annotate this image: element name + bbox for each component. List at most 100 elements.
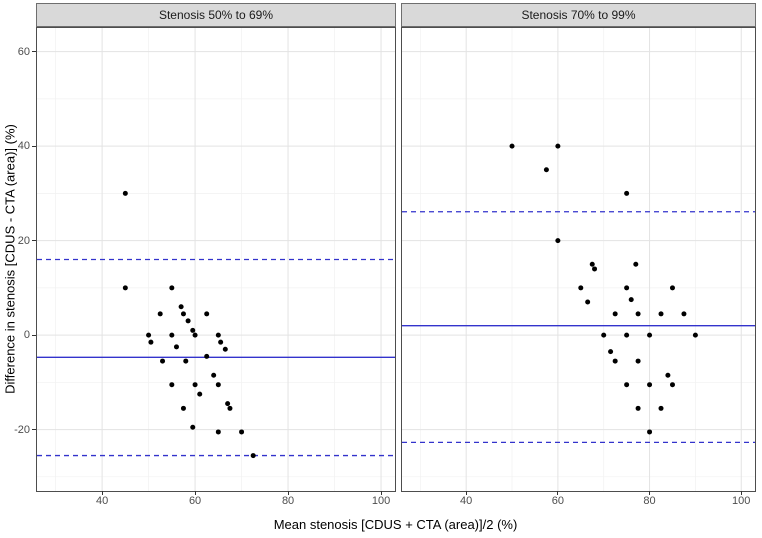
x-tick-mark	[101, 491, 103, 495]
y-tick-label: 40	[17, 140, 30, 153]
y-tick-mark	[32, 145, 36, 147]
x-tick-mark	[465, 491, 467, 495]
data-point	[192, 332, 198, 338]
data-point	[204, 353, 210, 359]
x-tick-mark	[557, 491, 559, 495]
data-point	[211, 372, 217, 378]
x-tick-label: 60	[551, 495, 564, 507]
data-point	[148, 339, 154, 345]
data-point	[578, 285, 584, 291]
data-point	[589, 261, 595, 267]
data-point	[197, 391, 203, 397]
x-tick-mark	[194, 491, 196, 495]
data-point	[157, 311, 163, 317]
data-point	[178, 304, 184, 310]
data-point	[190, 327, 196, 333]
data-point	[122, 190, 128, 196]
data-point	[222, 346, 228, 352]
y-tick-mark	[32, 334, 36, 336]
data-point	[635, 311, 641, 317]
x-tick-label: 40	[460, 495, 473, 507]
data-point	[227, 405, 233, 411]
data-point	[624, 332, 630, 338]
data-point	[658, 405, 664, 411]
facet-strip-70-99: Stenosis 70% to 99%	[401, 3, 756, 27]
x-tick-label: 40	[95, 495, 109, 507]
facet-title: Stenosis 70% to 99%	[521, 8, 636, 22]
data-point	[160, 358, 166, 364]
data-point	[146, 332, 152, 338]
x-tick-label: 60	[188, 495, 202, 507]
data-point	[624, 190, 630, 196]
data-point	[692, 332, 698, 338]
data-point	[592, 266, 598, 272]
data-point	[555, 238, 561, 244]
x-tick-label: 80	[281, 495, 295, 507]
y-tick-label: 60	[17, 45, 30, 58]
y-axis-title: Difference in stenosis [CDUS - CTA (area…	[2, 123, 18, 394]
data-point	[635, 358, 641, 364]
data-point	[635, 405, 641, 411]
data-point	[669, 382, 675, 388]
data-point	[665, 372, 671, 378]
y-tick-label: 20	[17, 234, 30, 247]
scatter-plot-left	[37, 28, 395, 491]
x-tick-label: 100	[732, 495, 751, 507]
data-point	[681, 311, 687, 317]
plot-panel-50-69	[36, 27, 396, 492]
data-point	[239, 429, 245, 435]
data-point	[204, 311, 210, 317]
scatter-plot-right	[402, 28, 755, 491]
data-point	[169, 285, 175, 291]
data-point	[624, 285, 630, 291]
y-tick-mark	[32, 240, 36, 242]
data-point	[225, 401, 231, 407]
data-point	[624, 382, 630, 388]
x-tick-mark	[740, 491, 742, 495]
facet-strip-50-69: Stenosis 50% to 69%	[36, 3, 396, 27]
data-point	[647, 429, 653, 435]
data-point	[180, 405, 186, 411]
data-point	[601, 332, 607, 338]
facet-title: Stenosis 50% to 69%	[158, 8, 274, 22]
data-point	[612, 311, 618, 317]
data-point	[633, 261, 639, 267]
data-point	[218, 339, 224, 345]
y-axis-title-wrap: Difference in stenosis [CDUS - CTA (area…	[0, 27, 20, 490]
y-tick-label: 0	[23, 329, 30, 342]
x-tick-mark	[380, 491, 382, 495]
x-tick-mark	[287, 491, 289, 495]
data-point	[169, 382, 175, 388]
data-point	[185, 318, 191, 324]
data-point	[585, 299, 591, 305]
y-tick-label: -20	[14, 423, 30, 436]
data-point	[173, 344, 179, 350]
data-point	[543, 167, 549, 173]
data-point	[647, 332, 653, 338]
x-tick-label: 100	[371, 495, 391, 507]
x-axis-title: Mean stenosis [CDUS + CTA (area)]/2 (%)	[273, 517, 518, 532]
y-tick-mark	[32, 429, 36, 431]
data-point	[169, 332, 175, 338]
data-point	[122, 285, 128, 291]
data-point	[612, 358, 618, 364]
data-point	[669, 285, 675, 291]
data-point	[190, 424, 196, 430]
x-tick-mark	[649, 491, 651, 495]
data-point	[608, 349, 614, 355]
data-point	[192, 382, 198, 388]
data-point	[215, 429, 221, 435]
data-point	[628, 297, 634, 303]
plot-panel-70-99	[401, 27, 756, 492]
data-point	[647, 382, 653, 388]
data-point	[215, 332, 221, 338]
data-point	[509, 143, 515, 149]
data-point	[215, 382, 221, 388]
data-point	[658, 311, 664, 317]
y-tick-mark	[32, 51, 36, 53]
data-point	[555, 143, 561, 149]
data-point	[250, 453, 256, 459]
data-point	[183, 358, 189, 364]
data-point	[180, 311, 186, 317]
